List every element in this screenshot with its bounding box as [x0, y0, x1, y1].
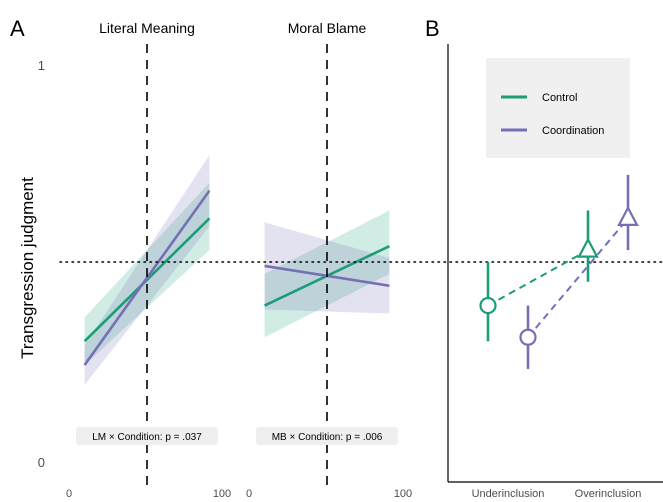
legend-box [486, 58, 630, 158]
point-control-underinclusion [479, 296, 497, 315]
panel-b-letter: B [425, 16, 440, 41]
fit-line-coordination-literal-meaning [83, 189, 211, 366]
x-tick-moral-blame-0: 0 [246, 488, 252, 500]
x-tick-literal-meaning-0: 0 [66, 488, 72, 500]
x-tick-underinclusion: Underinclusion [472, 488, 545, 500]
facet-title-literal-meaning: Literal Meaning [99, 20, 195, 36]
annotation-moral-blame: MB × Condition: p = .006 [272, 432, 383, 443]
legend-label-coordination: Coordination [542, 125, 604, 137]
panel-b-data [479, 174, 639, 369]
x-tick-literal-meaning-100: 100 [213, 488, 231, 500]
connector-control [487, 249, 589, 307]
panel-a-y-axis-label: Transgression judgment [18, 177, 37, 359]
y-tick-bottom: 0 [38, 455, 45, 470]
point-coordination-overinclusion [617, 205, 639, 226]
x-tick-moral-blame-100: 100 [394, 488, 412, 500]
annotation-box-literal-meaning [76, 427, 218, 445]
annotation-literal-meaning: LM × Condition: p = .037 [92, 432, 202, 443]
point-coordination-underinclusion [519, 328, 537, 346]
connector-coordination [527, 217, 629, 338]
point-control-overinclusion [577, 237, 599, 258]
annotation-box-moral-blame [256, 427, 398, 445]
y-tick-top: 1 [38, 58, 45, 73]
facet-title-moral-blame: Moral Blame [288, 20, 367, 36]
x-tick-overinclusion: Overinclusion [575, 488, 642, 500]
legend-label-control: Control [542, 92, 577, 104]
panel-a-letter: A [10, 16, 25, 41]
